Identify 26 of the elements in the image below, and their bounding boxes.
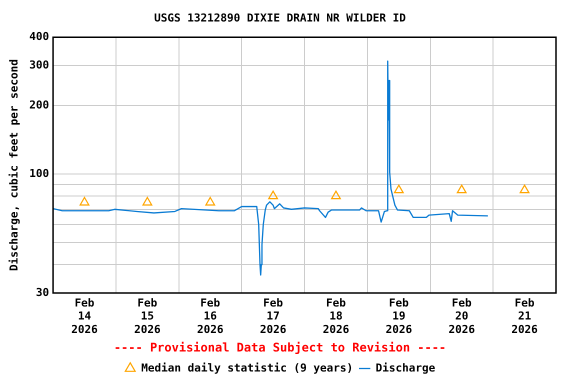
x-tick-label: Feb 15 2026 [134, 296, 161, 336]
point [142, 196, 152, 206]
chart-title: USGS 13212890 DIXIE DRAIN NR WILDER ID [154, 11, 406, 24]
point [456, 184, 467, 194]
x-tick-label: Feb 14 2026 [71, 296, 98, 336]
point [394, 184, 404, 194]
point [80, 196, 90, 206]
x-tick-label: Feb 17 2026 [260, 296, 287, 336]
point [520, 184, 530, 194]
point [205, 196, 216, 206]
point [331, 190, 341, 200]
y-axis-title: Discharge, cubic feet per second [7, 59, 20, 272]
x-tick-label: Feb 21 2026 [511, 296, 538, 336]
y-tick-label: 100 [29, 166, 50, 180]
y-tick-label: 400 [29, 30, 50, 44]
x-tick-label: Feb 19 2026 [386, 296, 412, 336]
legend-label: Median daily statistic (9 years) [141, 361, 354, 374]
point [268, 190, 278, 200]
x-tick-label: Feb 18 2026 [322, 296, 350, 336]
x-tick-label: Feb 20 2026 [448, 296, 476, 336]
y-tick-label: 200 [29, 98, 50, 112]
y-tick-label: 300 [29, 58, 50, 72]
y-tick-label: 30 [36, 286, 50, 299]
legend-label: Discharge [376, 361, 436, 374]
text: ---- Provisional Data Subject to Revision ---- [114, 340, 446, 355]
x-tick-label: Feb 16 2026 [196, 296, 224, 336]
